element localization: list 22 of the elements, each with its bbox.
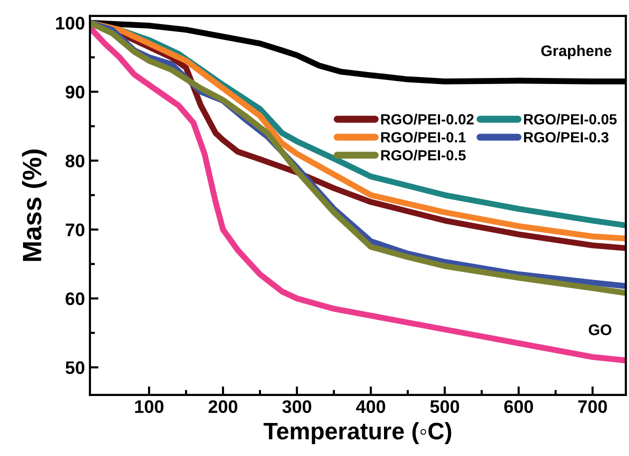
legend-label: RGO/PEI-0.1 [381,132,466,143]
y-tick-label: 100 [56,16,84,30]
x-tick-label: 300 [282,400,312,414]
y-tick-label: 70 [66,223,84,236]
legend-label: RGO/PEI-0.05 [524,114,617,125]
y-tick-label: 50 [66,361,84,374]
x-tick-label: 200 [208,400,238,414]
x-tick-label: 400 [356,400,386,414]
x-tick-label: 500 [430,400,460,414]
legend-label: RGO/PEI-0.5 [381,150,466,161]
y-tick-label: 80 [66,154,84,168]
y-tick-label: 60 [66,292,84,306]
x-tick-label: 700 [578,400,607,414]
y-axis-title: Mass (%) [22,150,47,261]
legend-label: RGO/PEI-0.02 [381,114,474,125]
y-tick-label: 90 [66,86,84,98]
legend-label: RGO/PEI-0.3 [524,132,608,143]
x-tick-label: 600 [504,400,533,414]
annotation: Graphene [541,44,612,60]
x-axis-title: Temperature (◦C) [264,422,452,444]
annotation: GO [588,324,612,336]
x-tick-label: 100 [135,400,164,414]
